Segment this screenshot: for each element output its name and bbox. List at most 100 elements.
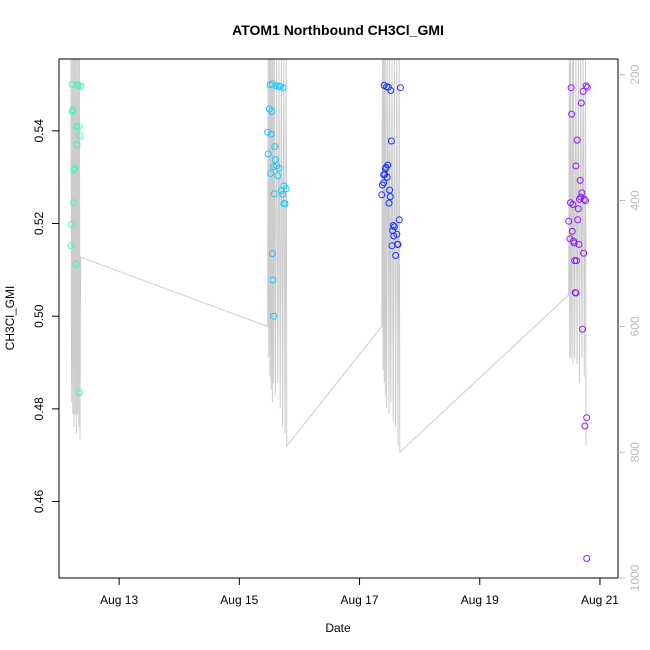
data-point-s1-0	[264, 128, 272, 136]
x-axis: Aug 13 Aug 15 Aug 17 Aug 19 Aug 21	[100, 578, 619, 607]
data-point-s2-7	[384, 161, 392, 169]
data-point-s2-18	[395, 216, 403, 224]
right-tick-label-4: 1000	[628, 564, 642, 591]
data-point-s3-24	[570, 239, 578, 247]
data-point-s2-13	[389, 221, 397, 229]
data-point-s2-20	[380, 179, 388, 187]
data-point-s0-13	[75, 123, 83, 131]
data-point-s1-1	[264, 150, 272, 158]
data-point-s3-8	[572, 289, 580, 297]
flight-track-line	[70, 58, 587, 454]
y-tick-label-3: 0.52	[32, 211, 46, 235]
data-point-s2-26	[390, 232, 398, 240]
data-point-s3-16	[579, 87, 587, 95]
data-point-s3-25	[573, 257, 580, 265]
data-point-s0-5	[69, 199, 77, 207]
data-point-s0-16	[75, 389, 83, 397]
data-point-s3-13	[576, 176, 584, 184]
data-point-s1-27	[279, 84, 287, 92]
data-point-s3-32	[572, 162, 580, 170]
data-point-s1-10	[271, 143, 279, 151]
y-tick-label-2: 0.50	[32, 304, 46, 328]
data-point-s3-1	[566, 235, 574, 243]
data-point-s1-7	[268, 80, 276, 88]
right-tick-label-1: 400	[628, 190, 642, 210]
data-point-s2-22	[383, 173, 391, 181]
data-point-s3-10	[574, 216, 582, 224]
y-tick-label-0: 0.46	[32, 489, 46, 513]
data-point-s3-22	[567, 199, 574, 207]
data-point-s3-14	[577, 193, 585, 201]
data-point-s2-11	[387, 137, 395, 145]
data-point-s2-21	[381, 165, 389, 173]
right-axis: 200 400 600 800 1000	[618, 64, 642, 591]
data-point-s1-26	[280, 182, 288, 190]
data-point-s1-12	[272, 82, 280, 90]
data-point-s0-9	[72, 123, 80, 131]
data-point-s3-3	[568, 110, 576, 118]
right-tick-label-3: 800	[628, 442, 642, 462]
flight-track-layer	[70, 58, 587, 454]
data-point-s3-30	[582, 82, 590, 90]
y-axis-label: CH3Cl_GMI	[3, 286, 17, 351]
data-point-s1-16	[276, 83, 284, 91]
data-point-s2-10	[387, 87, 395, 94]
data-point-s1-5	[267, 130, 275, 138]
data-point-s1-14	[274, 172, 282, 180]
data-point-s1-6	[268, 107, 276, 115]
x-tick-label-0: Aug 13	[100, 593, 138, 607]
x-axis-label: Date	[325, 621, 351, 635]
data-point-s3-2	[567, 84, 575, 92]
data-point-s0-10	[73, 81, 81, 88]
data-point-s1-9	[270, 312, 278, 320]
x-tick-label-2: Aug 17	[341, 593, 379, 607]
data-point-s3-23	[568, 227, 576, 235]
data-point-s2-9	[386, 186, 394, 194]
data-point-s3-19	[582, 197, 589, 205]
data-point-s2-24	[386, 193, 394, 201]
data-point-s1-2	[265, 105, 273, 113]
y-axis: 0.46 0.48 0.50 0.52 0.54	[32, 119, 59, 513]
data-point-s0-14	[76, 132, 84, 140]
data-point-s3-31	[583, 555, 591, 562]
data-point-s3-11	[574, 205, 582, 213]
data-point-s3-17	[580, 249, 588, 257]
data-point-s3-9	[573, 136, 581, 144]
data-point-s2-23	[385, 199, 393, 207]
data-point-s2-14	[390, 223, 398, 231]
data-point-s3-29	[580, 195, 588, 203]
data-point-s1-24	[270, 190, 278, 198]
data-point-s3-18	[581, 422, 589, 430]
y-tick-label-1: 0.48	[32, 397, 46, 421]
data-point-s2-27	[393, 240, 401, 248]
chart-title: ATOM1 Northbound CH3Cl_GMI	[232, 22, 444, 38]
data-point-s1-22	[268, 250, 276, 258]
data-point-s3-20	[583, 414, 591, 422]
data-point-s0-4	[69, 106, 77, 114]
data-point-s3-0	[565, 217, 573, 225]
data-point-s2-0	[378, 191, 386, 199]
data-point-s0-0	[67, 242, 75, 250]
data-point-s0-15	[77, 82, 85, 90]
data-point-s1-20	[281, 200, 289, 208]
data-point-s3-15	[578, 189, 586, 197]
data-point-s0-11	[73, 141, 81, 149]
right-tick-label-0: 200	[628, 64, 642, 84]
data-point-s3-28	[579, 325, 586, 333]
data-points-layer	[67, 80, 591, 562]
data-point-s3-27	[577, 99, 585, 107]
data-point-s0-1	[68, 220, 76, 228]
data-point-s3-26	[575, 240, 583, 248]
data-point-s2-15	[392, 252, 400, 259]
x-tick-label-4: Aug 21	[581, 593, 619, 607]
data-point-s1-25	[275, 164, 283, 172]
data-point-s0-8	[72, 260, 80, 268]
data-point-s1-18	[279, 190, 287, 198]
plot-frame	[58, 58, 619, 579]
data-point-s0-7	[71, 164, 79, 172]
data-point-s3-21	[583, 83, 591, 91]
x-tick-label-3: Aug 19	[461, 593, 499, 607]
y-tick-label-4: 0.54	[32, 119, 46, 143]
right-tick-label-2: 600	[628, 316, 642, 336]
